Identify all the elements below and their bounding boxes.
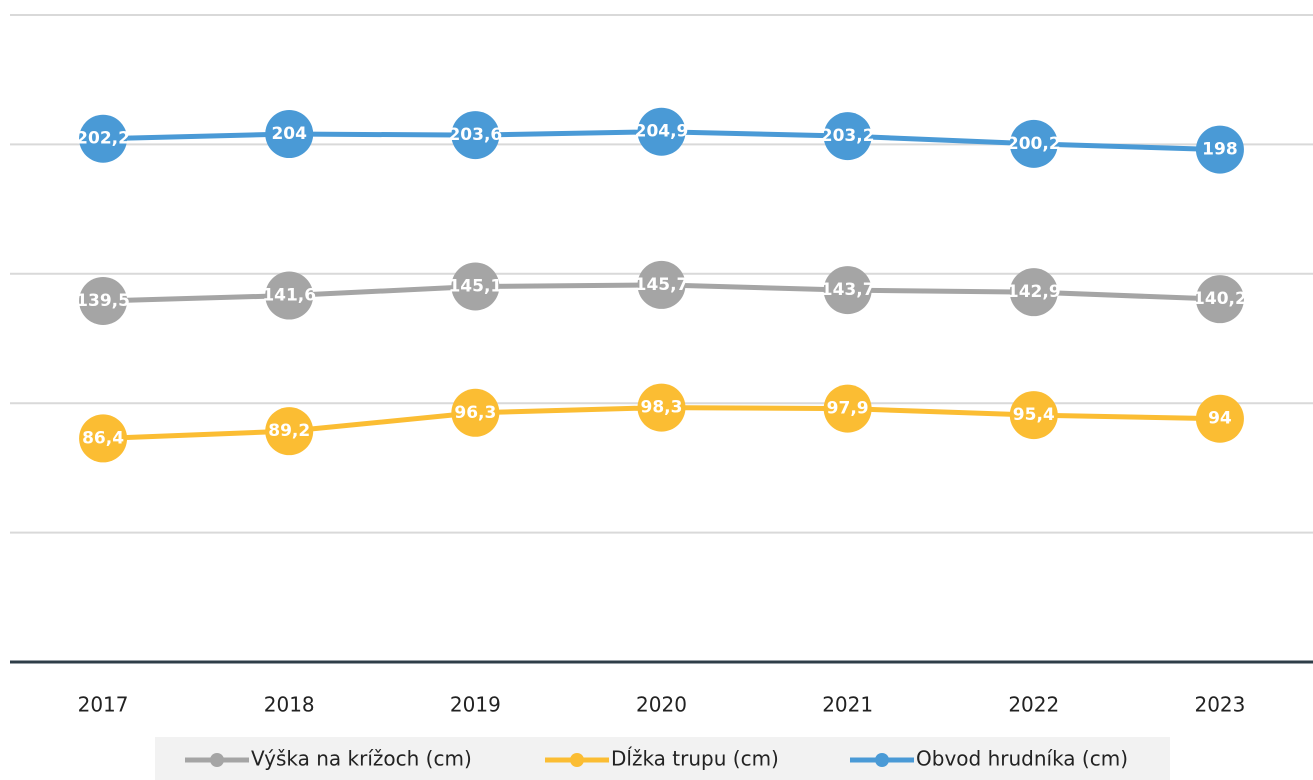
data-label: 200,2 (1007, 134, 1061, 154)
data-label: 98,3 (641, 398, 683, 418)
data-point (823, 384, 872, 433)
data-point (1195, 394, 1244, 443)
x-tick-label: 2021 (822, 693, 873, 717)
data-point (823, 112, 872, 161)
data-point (79, 114, 128, 163)
legend-marker (210, 753, 224, 767)
data-label: 96,3 (454, 403, 496, 423)
data-label: 141,6 (262, 286, 316, 306)
data-label: 203,6 (448, 125, 502, 145)
data-point (637, 383, 686, 432)
x-tick-label: 2018 (264, 693, 315, 717)
data-label: 202,2 (76, 129, 130, 149)
data-point (1009, 268, 1058, 317)
data-label: 204,9 (635, 122, 689, 142)
data-label: 86,4 (82, 428, 124, 448)
x-tick-label: 2017 (78, 693, 129, 717)
data-label: 89,2 (268, 421, 310, 441)
data-label: 145,1 (448, 276, 502, 296)
data-label: 203,2 (821, 126, 875, 146)
data-point (79, 414, 128, 463)
data-point (1009, 391, 1058, 440)
data-point (451, 111, 500, 160)
data-point (637, 260, 686, 309)
data-label: 95,4 (1013, 405, 1055, 425)
x-tick-label: 2019 (450, 693, 501, 717)
data-point (265, 110, 314, 159)
legend-label: Výška na krížoch (cm) (251, 747, 472, 771)
legend-marker (570, 753, 584, 767)
data-point (451, 262, 500, 311)
legend-marker (875, 753, 889, 767)
data-point (1009, 119, 1058, 168)
legend-label: Obvod hrudníka (cm) (916, 747, 1128, 771)
data-point (265, 407, 314, 456)
data-point (823, 266, 872, 315)
data-label: 143,7 (821, 280, 875, 300)
data-label: 139,5 (76, 291, 130, 311)
data-label: 94 (1208, 409, 1232, 429)
x-tick-label: 2020 (636, 693, 687, 717)
x-tick-label: 2022 (1008, 693, 1059, 717)
data-label: 204 (271, 124, 307, 144)
data-point (451, 388, 500, 437)
data-point (265, 271, 314, 320)
data-label: 140,2 (1193, 289, 1247, 309)
legend-background (155, 737, 1170, 780)
data-label: 198 (1202, 140, 1238, 160)
data-label: 97,9 (827, 399, 869, 419)
data-point (1195, 125, 1244, 174)
x-tick-label: 2023 (1194, 693, 1245, 717)
data-point (637, 107, 686, 156)
legend-label: Dĺžka trupu (cm) (611, 747, 779, 771)
data-label: 145,7 (635, 275, 689, 295)
data-point (1195, 275, 1244, 324)
data-label: 142,9 (1007, 282, 1061, 302)
data-point (79, 276, 128, 325)
